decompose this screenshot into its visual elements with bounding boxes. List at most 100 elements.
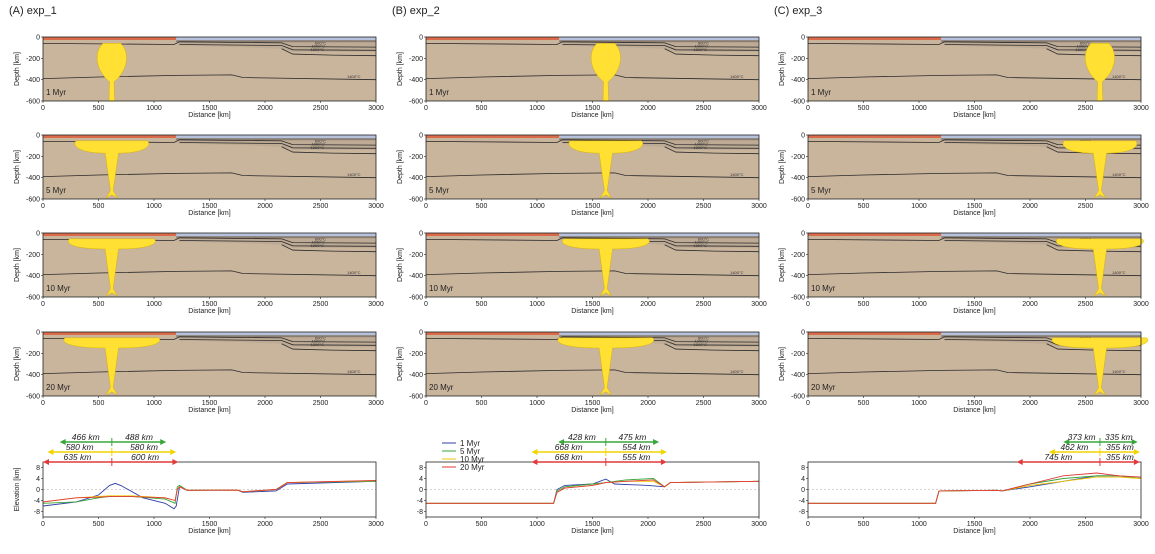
isotherm-label: 600°C <box>315 236 326 241</box>
isotherm-label: 1400°C <box>730 369 743 374</box>
y-tick-label: 4 <box>36 476 40 483</box>
isotherm-label: 1000°C <box>695 240 708 245</box>
crust-band <box>559 332 759 337</box>
x-axis-label: Distance [km] <box>953 308 995 315</box>
y-tick-label: -600 <box>26 99 40 106</box>
span-left-label: 466 km <box>72 432 100 442</box>
y-tick-label: -200 <box>791 56 805 63</box>
x-tick-label: 1000 <box>529 521 545 528</box>
isotherm-line <box>807 270 1142 277</box>
isotherm-line <box>42 139 377 146</box>
crust-band <box>559 37 759 42</box>
isotherm-label: 600°C <box>698 335 709 340</box>
x-tick-label: 1500 <box>585 203 601 210</box>
isotherm-label: 1400°C <box>730 270 743 275</box>
isotherm-label: 600°C <box>315 138 326 143</box>
moho-line <box>941 236 1141 239</box>
series-line <box>808 472 1142 504</box>
x-tick-label: 500 <box>93 521 105 528</box>
plume-shape <box>1051 337 1149 396</box>
y-axis-label: Depth [km] <box>397 347 404 381</box>
moho-line <box>941 138 1141 141</box>
x-tick-label: 500 <box>93 203 105 210</box>
x-tick-label: 2500 <box>313 400 329 407</box>
span-right-label: 355 km <box>1106 442 1134 452</box>
x-tick-label: 500 <box>858 105 870 112</box>
time-label: 5 Myr <box>46 186 66 195</box>
plume-shape <box>1085 43 1115 102</box>
x-tick-label: 1500 <box>967 105 983 112</box>
time-label: 5 Myr <box>429 186 449 195</box>
span-arrow-head <box>531 459 538 465</box>
isotherm-label: 1400°C <box>1112 369 1125 374</box>
x-tick-label: 3000 <box>368 400 384 407</box>
y-tick-label: 4 <box>801 476 805 483</box>
crust-top-band <box>426 135 560 138</box>
x-tick-label: 2000 <box>640 400 656 407</box>
y-tick-label: -200 <box>26 56 40 63</box>
x-axis-label: Distance [km] <box>188 528 230 535</box>
moho-line <box>559 335 759 338</box>
isotherm-line <box>425 139 760 146</box>
span-left-label: 668 km <box>555 442 583 452</box>
x-tick-label: 1000 <box>911 203 927 210</box>
x-tick-label: 500 <box>93 301 105 308</box>
x-tick-label: 500 <box>476 203 488 210</box>
isotherm-label: 600°C <box>1080 40 1091 45</box>
x-tick-label: 3000 <box>1133 301 1149 308</box>
y-tick-label: -400 <box>409 372 423 379</box>
y-tick-label: -200 <box>409 252 423 259</box>
crust-band <box>941 37 1141 42</box>
isotherm-line <box>807 74 1142 81</box>
crust-top-band <box>808 135 942 138</box>
x-axis-label: Distance [km] <box>571 528 613 535</box>
time-label: 1 Myr <box>429 88 449 97</box>
x-tick-label: 3000 <box>368 105 384 112</box>
y-axis-label: Depth [km] <box>14 150 21 184</box>
isotherm-label: 1000°C <box>312 240 325 245</box>
y-tick-label: -8 <box>34 509 40 516</box>
plume-shape <box>74 140 150 199</box>
isotherm-line <box>179 44 377 51</box>
x-tick-label: 3000 <box>751 521 767 528</box>
moho-line <box>559 236 759 239</box>
x-tick-label: 0 <box>424 301 428 308</box>
x-tick-label: 2500 <box>313 521 329 528</box>
span-left-label: 373 km <box>1068 432 1096 442</box>
x-tick-label: 0 <box>806 521 810 528</box>
y-tick-label: -200 <box>409 56 423 63</box>
isotherm-line <box>664 244 760 253</box>
isotherm-line <box>42 41 377 48</box>
isotherm-label: 1400°C <box>1112 172 1125 177</box>
x-tick-label: 2500 <box>1078 203 1094 210</box>
x-tick-label: 2500 <box>313 105 329 112</box>
time-label: 10 Myr <box>811 284 836 293</box>
isotherm-label: 600°C <box>698 40 709 45</box>
y-axis-label: Elevation [km] <box>14 467 21 511</box>
crust-top-band <box>426 332 560 335</box>
x-tick-label: 2500 <box>313 203 329 210</box>
isotherm-line <box>179 240 377 247</box>
y-tick-label: 0 <box>801 35 805 42</box>
y-tick-label: -8 <box>417 509 423 516</box>
isotherm-line <box>425 369 760 376</box>
y-tick-label: 4 <box>419 476 423 483</box>
span-arrow-head <box>531 449 538 455</box>
x-tick-label: 2500 <box>696 301 712 308</box>
crust-band <box>559 233 759 238</box>
x-tick-label: 500 <box>93 105 105 112</box>
time-label: 20 Myr <box>429 383 454 392</box>
x-tick-label: 0 <box>806 203 810 210</box>
crust-top-band <box>426 233 560 236</box>
y-tick-label: -600 <box>791 394 805 401</box>
x-tick-label: 2000 <box>1022 301 1038 308</box>
y-tick-label: -200 <box>791 252 805 259</box>
plume-shape <box>68 238 156 297</box>
moho-line <box>176 236 376 239</box>
y-tick-label: -600 <box>791 197 805 204</box>
x-tick-label: 1500 <box>967 521 983 528</box>
x-tick-label: 2500 <box>1078 400 1094 407</box>
